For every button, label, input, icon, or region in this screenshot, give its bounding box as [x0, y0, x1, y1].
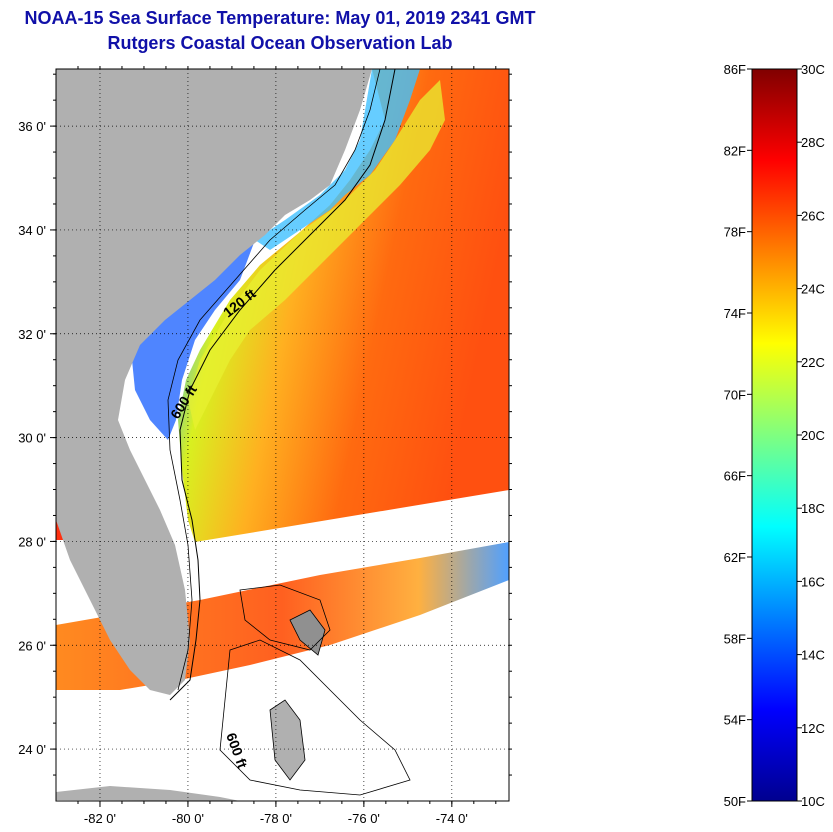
colorbar-c-label: 26C	[801, 208, 825, 223]
colorbar-c-label: 16C	[801, 574, 825, 589]
colorbar-f-label: 62F	[724, 550, 746, 565]
lon-tick-label: -76 0'	[348, 811, 380, 826]
colorbar-c-label: 22C	[801, 355, 825, 370]
colorbar-c-label: 30C	[801, 62, 825, 77]
lon-tick-label: -78 0'	[260, 811, 292, 826]
title-line-1: NOAA-15 Sea Surface Temperature: May 01,…	[24, 8, 536, 28]
lon-tick-label: -82 0'	[84, 811, 116, 826]
land-cuba	[56, 786, 240, 801]
colorbar	[751, 68, 798, 802]
land-bahamas-1	[269, 699, 306, 781]
lat-tick-label: 28 0'	[18, 534, 46, 549]
colorbar-c-label: 14C	[801, 648, 825, 663]
lon-tick-label: -80 0'	[172, 811, 204, 826]
lat-tick-label: 36 0'	[18, 119, 46, 134]
sst-shelf	[188, 80, 445, 430]
latitude-ticks: 36 0' 34 0' 32 0' 30 0' 28 0' 26 0' 24 0'	[18, 73, 512, 776]
sst-swath-north	[178, 69, 509, 542]
colorbar-f-label: 86F	[724, 62, 746, 77]
lon-tick-label: -74 0'	[436, 811, 468, 826]
contour-bahamas	[219, 639, 411, 796]
lat-tick-label: 26 0'	[18, 638, 46, 653]
longitude-ticks: -82 0' -80 0' -78 0' -76 0' -74 0'	[77, 66, 497, 826]
colorbar-c-label: 24C	[801, 282, 825, 297]
colorbar-f-label: 82F	[724, 143, 746, 158]
sst-nearshore-north	[255, 69, 420, 250]
colorbar-celsius-labels: 30C 28C 26C 24C 22C 20C 18C 16C 14C 12C 10C	[797, 62, 825, 809]
colorbar-f-label: 70F	[724, 387, 746, 402]
land-us	[56, 69, 372, 695]
colorbar-f-label: 58F	[724, 631, 746, 646]
colorbar-f-label: 54F	[724, 713, 746, 728]
colorbar-f-label: 50F	[724, 794, 746, 809]
lat-tick-label: 30 0'	[18, 431, 46, 446]
contour-600ft	[169, 69, 396, 701]
lat-tick-label: 34 0'	[18, 223, 46, 238]
colorbar-c-label: 28C	[801, 135, 825, 150]
colorbar-c-label: 10C	[801, 794, 825, 809]
colorbar-c-label: 20C	[801, 428, 825, 443]
colorbar-f-label: 66F	[724, 469, 746, 484]
contour-120ft	[167, 69, 381, 691]
sst-coastal-cool	[130, 240, 255, 440]
lat-tick-label: 24 0'	[18, 742, 46, 757]
contour-bahamas-inner	[239, 584, 331, 651]
map-border	[55, 68, 510, 802]
title-line-2: Rutgers Coastal Ocean Observation Lab	[107, 33, 453, 53]
colorbar-c-label: 12C	[801, 721, 825, 736]
colorbar-fahrenheit-labels: 86F 82F 78F 74F 70F 66F 62F 58F 54F 50F	[724, 62, 752, 809]
colorbar-f-label: 74F	[724, 306, 746, 321]
lat-tick-label: 32 0'	[18, 327, 46, 342]
colorbar-c-label: 18C	[801, 501, 825, 516]
colorbar-f-label: 78F	[724, 225, 746, 240]
